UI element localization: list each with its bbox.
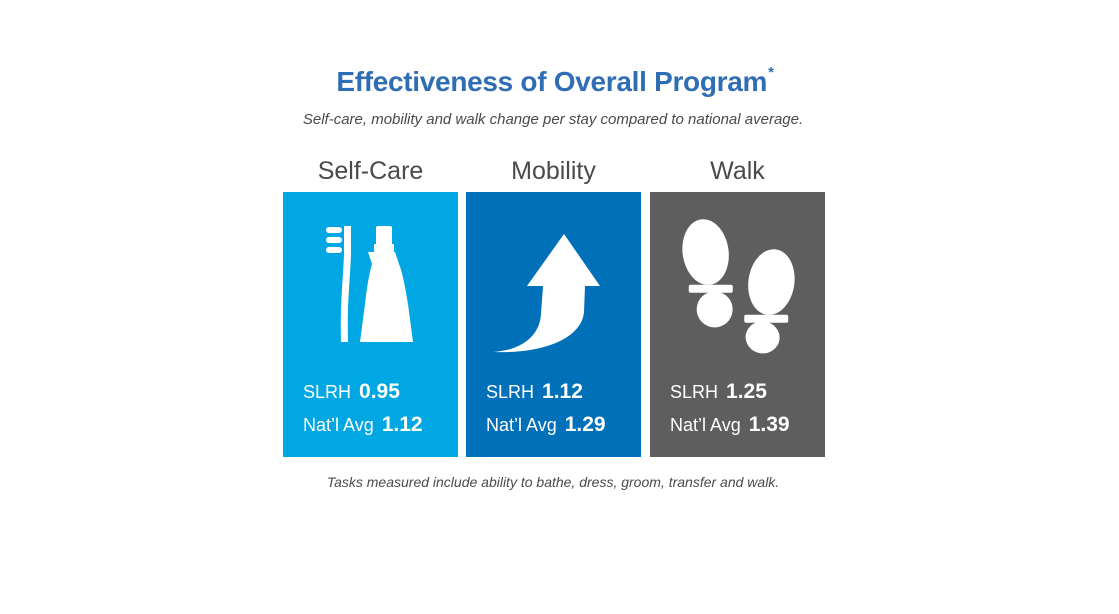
page-title: Effectiveness of Overall Program* [0,63,1110,98]
self-care-column: Self-Care SLRH 0.95 Nat’l Avg 1.12 [283,150,458,457]
facility-label: SLRH [303,382,352,402]
walk-label: Walk [710,157,765,185]
walk-national-stat: Nat’l Avg 1.39 [670,413,790,437]
national-label: Nat’l Avg [486,415,557,435]
facility-label: SLRH [486,382,535,402]
facility-value: 1.12 [542,380,583,403]
facility-value: 0.95 [359,380,400,403]
arrow-up-icon [493,234,600,353]
mobility-panel: SLRH 1.12 Nat’l Avg 1.29 [466,192,641,457]
mobility-national-stat: Nat’l Avg 1.29 [486,413,606,437]
footnote: Tasks measured include ability to bathe,… [326,474,780,490]
facility-value: 1.25 [726,380,767,403]
title-asterisk: * [768,63,774,81]
national-value: 1.39 [748,413,790,436]
national-label: Nat’l Avg [303,415,374,435]
facility-label: SLRH [670,382,719,402]
footprints-icon [682,219,795,354]
page-subtitle: Self-care, mobility and walk change per … [302,111,804,128]
self-care-panel: SLRH 0.95 Nat’l Avg 1.12 [283,192,458,457]
walk-panel: SLRH 1.25 Nat’l Avg 1.39 [650,192,825,457]
national-value: 1.12 [381,413,423,436]
self-care-label: Self-Care [317,157,424,185]
walk-column: Walk SLRH 1.25 Nat’l Avg 1.39 [650,150,825,457]
national-label: Nat’l Avg [670,415,741,435]
toothbrush-toothpaste-icon [326,226,413,342]
national-value: 1.29 [564,413,606,436]
mobility-label: Mobility [511,157,596,185]
self-care-national-stat: Nat’l Avg 1.12 [303,413,423,437]
self-care-facility-stat: SLRH 0.95 [303,380,400,404]
walk-facility-stat: SLRH 1.25 [670,380,767,404]
mobility-column: Mobility SLRH 1.12 Nat’l Avg 1.29 [466,150,641,457]
mobility-facility-stat: SLRH 1.12 [486,380,583,404]
title-text: Effectiveness of Overall Program [336,66,768,97]
